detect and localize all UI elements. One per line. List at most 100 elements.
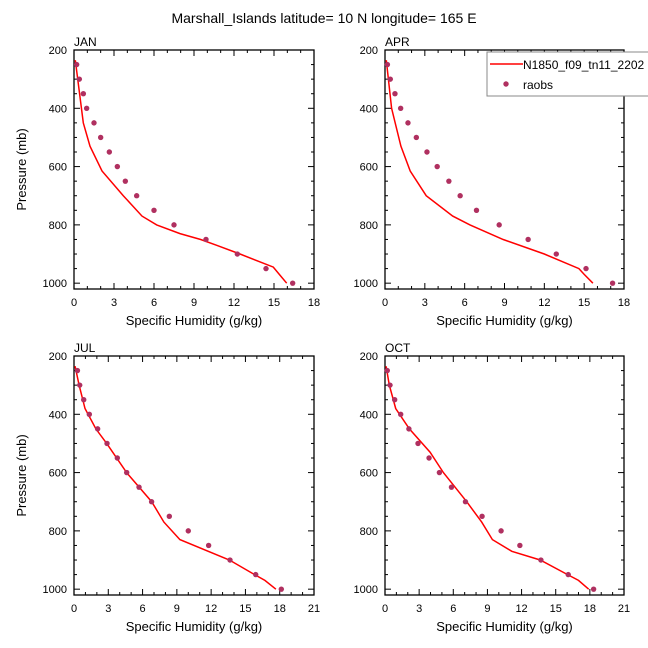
raobs-point — [166, 513, 173, 520]
y-tick-label: 200 — [49, 351, 67, 363]
raobs-point — [473, 207, 480, 214]
y-tick-label: 800 — [49, 220, 67, 232]
raobs-point — [91, 120, 97, 126]
raobs-point — [387, 76, 394, 82]
y-tick-label: 1000 — [354, 584, 378, 596]
panel-title: APR — [385, 35, 410, 49]
y-tick-label: 400 — [360, 409, 378, 421]
raobs-point — [415, 440, 421, 447]
y-tick-label: 800 — [49, 526, 67, 538]
y-tick-label: 800 — [360, 220, 378, 232]
x-tick-label: 21 — [618, 603, 630, 615]
x-axis-label: Specific Humidity (g/kg) — [126, 619, 263, 634]
raobs-point — [426, 455, 432, 461]
plot-frame — [73, 355, 315, 596]
x-tick-label: 6 — [140, 603, 146, 615]
raobs-point — [405, 120, 411, 126]
raobs-point — [114, 455, 121, 461]
raobs-point — [384, 61, 391, 68]
legend-obs-label: raobs — [523, 78, 553, 92]
raobs-point — [76, 76, 83, 82]
model-line — [385, 366, 590, 590]
raobs-point — [122, 178, 129, 184]
raobs-point — [104, 440, 110, 447]
x-tick-label: 12 — [228, 297, 240, 309]
raobs-point — [446, 178, 452, 184]
raobs-point — [263, 265, 269, 272]
raobs-point — [462, 499, 469, 505]
y-tick-label: 400 — [49, 103, 67, 115]
raobs-point — [565, 571, 571, 578]
panel-apr: 0 3 6 9 12 15 18 200 400 600 800 1000 APR Specific Hu… — [354, 35, 631, 328]
raobs-point — [387, 382, 393, 388]
plot-frame — [73, 49, 315, 290]
x-tick-label: 0 — [71, 297, 77, 309]
x-tick-label: 9 — [501, 297, 507, 309]
raobs-point — [81, 397, 87, 403]
raobs-point — [136, 484, 142, 490]
y-tick-label: 200 — [49, 45, 67, 57]
panel-jul: 0 3 6 9 12 15 18 21 200 400 600 800 1000 JUL Specific … — [14, 341, 320, 634]
raobs-point — [397, 105, 404, 111]
y-tick-label: 600 — [360, 162, 378, 174]
raobs-point — [457, 193, 463, 199]
raobs-point — [609, 280, 616, 286]
x-tick-label: 6 — [151, 297, 157, 309]
legend-obs-marker — [503, 81, 509, 87]
x-tick-label: 12 — [538, 297, 550, 309]
raobs-point — [185, 528, 191, 534]
model-line — [385, 60, 594, 284]
raobs-point — [583, 265, 589, 272]
raobs-point — [77, 382, 83, 388]
x-tick-label: 3 — [416, 603, 422, 615]
raobs-point — [479, 513, 485, 520]
raobs-point — [227, 557, 233, 563]
x-tick-label: 9 — [191, 297, 197, 309]
y-tick-label: 200 — [360, 351, 378, 363]
raobs-point — [94, 426, 101, 432]
y-tick-label: 800 — [360, 526, 378, 538]
x-tick-label: 0 — [382, 603, 388, 615]
raobs-point — [133, 193, 140, 199]
x-tick-label: 18 — [618, 297, 630, 309]
y-tick-label: 600 — [49, 468, 67, 480]
model-line — [74, 60, 288, 284]
y-tick-label: 200 — [360, 45, 378, 57]
raobs-point — [436, 469, 443, 476]
raobs-point — [106, 149, 113, 155]
raobs-point — [590, 586, 597, 592]
y-tick-label: 400 — [49, 409, 67, 421]
raobs-point — [391, 397, 398, 403]
x-tick-label: 18 — [308, 297, 320, 309]
raobs-point — [73, 61, 80, 68]
raobs-point — [498, 528, 504, 534]
x-tick-label: 12 — [205, 603, 217, 615]
x-tick-label: 0 — [382, 297, 388, 309]
panel-jan: 0 3 6 9 12 15 18 200 400 600 800 1000 JAN Specific Hu… — [14, 35, 320, 328]
x-tick-label: 15 — [550, 603, 562, 615]
x-axis-label: Specific Humidity (g/kg) — [436, 619, 573, 634]
raobs-point — [406, 426, 412, 432]
x-tick-label: 6 — [450, 603, 456, 615]
raobs-point — [234, 251, 241, 257]
raobs-point — [413, 134, 420, 141]
x-tick-label: 9 — [174, 603, 180, 615]
x-tick-label: 9 — [484, 603, 490, 615]
raobs-point — [392, 91, 398, 97]
raobs-point — [171, 222, 177, 228]
y-tick-label: 1000 — [43, 584, 67, 596]
raobs-point — [123, 469, 130, 476]
raobs-point — [86, 411, 93, 417]
legend-box — [486, 51, 648, 97]
raobs-point — [203, 236, 209, 243]
legend-model-label: N1850_f09_tn11_2202 — [523, 58, 645, 72]
raobs-point — [148, 499, 155, 505]
raobs-point — [151, 207, 157, 214]
raobs-point — [97, 134, 104, 141]
raobs-point — [553, 251, 559, 257]
plot-frame — [384, 355, 625, 596]
raobs-point — [384, 367, 390, 374]
x-tick-label: 6 — [462, 297, 468, 309]
raobs-point — [496, 222, 502, 228]
